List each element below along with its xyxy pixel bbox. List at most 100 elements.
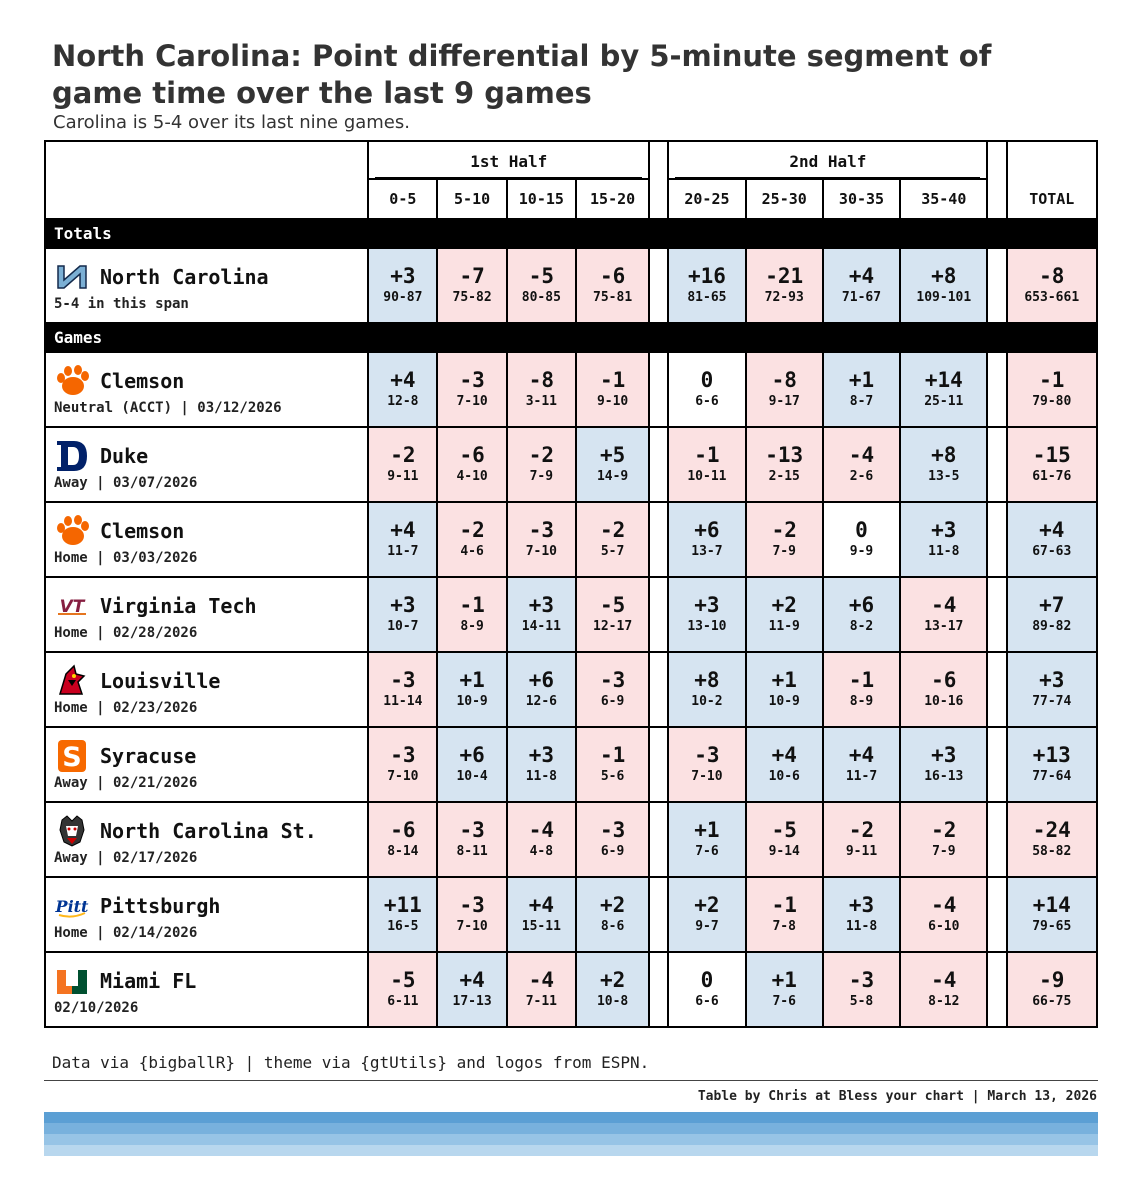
team-cell: North Carolina 5-4 in this span — [43, 247, 370, 324]
segment-score: 10-4 — [456, 768, 488, 784]
segment-score: 75-82 — [452, 289, 492, 305]
col-header: 5-10 — [436, 178, 508, 220]
point-differential: +1 — [848, 367, 875, 392]
segment-score: 8-9 — [460, 618, 484, 634]
segment-cell: +6 13-7 — [667, 501, 747, 578]
point-differential: +4 — [771, 742, 797, 767]
point-differential: +3 — [528, 742, 554, 767]
table-row: Clemson Neutral (ACCT) | 03/12/2026 +4 12-8… — [43, 351, 1099, 428]
spacer-cell — [648, 951, 670, 1028]
segment-score: 25-11 — [924, 393, 964, 409]
spacer-cell — [986, 351, 1008, 428]
segment-cell: +1 10-9 — [744, 651, 824, 728]
segment-cell: +14 25-11 — [899, 351, 989, 428]
spacer-cell — [648, 876, 670, 953]
point-differential: -8 — [1039, 263, 1065, 288]
point-differential: +6 — [459, 742, 485, 767]
segment-cell: +6 12-6 — [505, 651, 577, 728]
team-name: Clemson — [100, 368, 185, 393]
segment-cell: -3 7-10 — [436, 351, 508, 428]
segment-cell: -3 6-9 — [574, 651, 651, 728]
table-row: Clemson Home | 03/03/2026 +4 11-7 -2 4-6 -3 7-1… — [43, 501, 1099, 578]
segment-cell: -2 7-9 — [899, 801, 989, 878]
segment-cell: -4 6-10 — [899, 876, 989, 953]
segment-cell: -4 8-12 — [899, 951, 989, 1028]
segment-score: 12-8 — [387, 393, 419, 409]
col-header: 20-25 — [667, 178, 747, 220]
miami-u-logo — [54, 964, 90, 998]
segment-score: 61-76 — [1032, 468, 1072, 484]
spacer-cell — [986, 501, 1008, 578]
unc-logo — [54, 260, 90, 294]
team-subtitle: Away | 02/17/2026 — [54, 849, 198, 866]
spacer-cell — [648, 651, 670, 728]
point-differential: -1 — [599, 367, 626, 392]
point-differential: -4 — [528, 967, 554, 992]
segment-cell: -6 10-16 — [899, 651, 989, 728]
segment-cell: +4 12-8 — [367, 351, 439, 428]
chart-title: North Carolina: Point differential by 5-… — [52, 39, 992, 110]
team-name: Pittsburgh — [100, 893, 221, 918]
segment-score: 12-6 — [525, 693, 557, 709]
segment-cell: +4 11-7 — [821, 726, 902, 803]
point-differential: -3 — [459, 367, 485, 392]
spacer-cell — [986, 876, 1008, 953]
segment-score: 90-87 — [383, 289, 423, 305]
segment-cell: +8 10-2 — [667, 651, 747, 728]
band — [44, 1123, 1098, 1134]
segment-score: 7-8 — [772, 918, 796, 934]
clemson-paw-logo — [54, 364, 90, 398]
segment-cell: -6 4-10 — [436, 426, 508, 503]
team-name: Duke — [100, 443, 149, 468]
team-cell: Miami FL 02/10/2026 — [43, 951, 370, 1028]
team-name: North Carolina St. — [100, 818, 317, 843]
band — [44, 1145, 1098, 1156]
point-differential: -1 — [848, 667, 875, 692]
segment-cell: +6 10-4 — [436, 726, 508, 803]
svg-text:Pitt: Pitt — [55, 897, 90, 916]
segment-cell: +3 11-8 — [821, 876, 902, 953]
segment-score: 12-17 — [593, 618, 633, 634]
segment-score: 13-10 — [687, 618, 727, 634]
segment-score: 7-11 — [525, 993, 557, 1009]
table-row: North Carolina St. Away | 02/17/2026 -6 8-1… — [43, 801, 1099, 878]
segment-cell: +2 8-6 — [574, 876, 651, 953]
point-differential: +1 — [771, 667, 797, 692]
segment-score: 11-14 — [383, 693, 423, 709]
segment-score: 7-6 — [695, 843, 719, 859]
segment-cell: -13 2-15 — [744, 426, 824, 503]
segment-score: 109-101 — [916, 289, 972, 305]
spanner-second-half: 2nd Half — [667, 140, 989, 179]
segment-cell: -4 2-6 — [821, 426, 902, 503]
point-differential: +2 — [771, 592, 797, 617]
segment-cell: -2 7-9 — [505, 426, 577, 503]
total-cell: -24 58-82 — [1005, 801, 1099, 878]
credit-line: Table by Chris at Bless your chart | Mar… — [697, 1089, 1097, 1104]
point-differential: -3 — [390, 742, 416, 767]
segment-score: 7-10 — [456, 393, 488, 409]
point-differential: +3 — [390, 592, 416, 617]
segment-cell: +3 10-7 — [367, 576, 439, 653]
total-cell: -9 66-75 — [1005, 951, 1099, 1028]
total-cell: -15 61-76 — [1005, 426, 1099, 503]
band — [44, 1112, 1098, 1123]
pitt-script-logo: Pitt — [54, 889, 90, 923]
segment-cell: -1 7-8 — [744, 876, 824, 953]
point-differential: -1 — [1039, 367, 1065, 392]
segment-score: 653-661 — [1024, 289, 1080, 305]
segment-cell: +2 11-9 — [744, 576, 824, 653]
point-differential: +4 — [390, 367, 416, 392]
segment-score: 8-7 — [849, 393, 874, 409]
point-differential: +7 — [1039, 592, 1065, 617]
segment-cell: -3 7-10 — [505, 501, 577, 578]
table-row: Duke Away | 03/07/2026 -2 9-11 -6 4-10 -2 7-9 +5… — [43, 426, 1099, 503]
segment-score: 6-10 — [928, 918, 960, 934]
point-differential: +1 — [771, 967, 797, 992]
segment-cell: +6 8-2 — [821, 576, 902, 653]
point-differential: -3 — [459, 817, 485, 842]
segment-cell: -5 12-17 — [574, 576, 651, 653]
segment-cell: -5 80-85 — [505, 247, 577, 324]
segment-score: 2-15 — [768, 468, 800, 484]
team-subtitle: Neutral (ACCT) | 03/12/2026 — [54, 399, 282, 416]
total-cell: +3 77-74 — [1005, 651, 1099, 728]
